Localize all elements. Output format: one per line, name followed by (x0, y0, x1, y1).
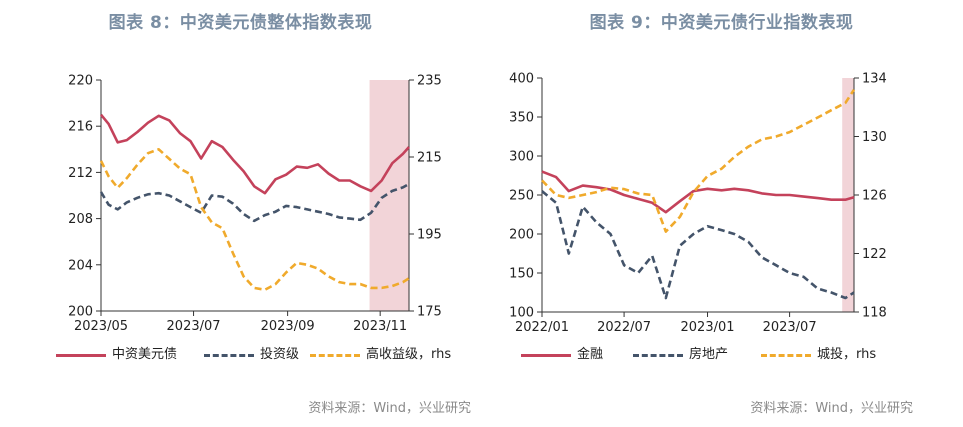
y-tick-label-left: 300 (509, 150, 534, 165)
y-tick-label-left: 400 (509, 72, 534, 87)
y-tick-label-left: 150 (509, 267, 534, 282)
chart-panel-overall: 图表 8：中资美元债整体指数表现 200 204 208 212 216 220 175 19… (0, 0, 481, 427)
series-line-2 (99, 148, 410, 292)
legend-label: 投资级 (260, 347, 300, 362)
y-tick-label-right: 134 (862, 72, 887, 87)
chart-legend: 金融 房地产 城投，rhs (521, 346, 941, 364)
y-tick-label-left: 212 (68, 166, 93, 181)
y-tick-label-left: 350 (509, 111, 534, 126)
legend-label: 城投，rhs (817, 347, 877, 362)
highlight-band (842, 78, 854, 312)
y-tick-label-right: 195 (417, 228, 442, 243)
series-line-0 (541, 170, 855, 214)
legend-label: 金融 (577, 347, 604, 362)
y-tick-label-right: 122 (862, 247, 887, 262)
line-chart-industry: 100 150 200 250 300 350 400 118 122 126 130 134 2022… (509, 72, 887, 336)
legend-label: 中资美元债 (112, 347, 178, 362)
line-chart-overall: 200 204 208 212 216 220 175 195 215 235 2023/05 202… (68, 74, 442, 335)
y-tick-label-left: 220 (68, 74, 93, 89)
y-tick-label-right: 215 (417, 151, 442, 166)
chart-title: 图表 9：中资美元债行业指数表现 (589, 13, 854, 33)
x-tick-label: 2023/11 (353, 319, 407, 334)
y-tick-label-right: 126 (862, 189, 887, 204)
y-tick-label-left: 250 (509, 189, 534, 204)
x-tick-label: 2022/07 (597, 320, 651, 335)
y-tick-label-left: 208 (68, 212, 93, 227)
highlight-band (369, 80, 409, 311)
x-tick-label: 2023/07 (763, 320, 817, 335)
legend-label: 高收益级，rhs (366, 347, 452, 362)
series-line-0 (99, 113, 410, 195)
chart-title: 图表 8：中资美元债整体指数表现 (108, 13, 373, 33)
x-tick-label: 2023/01 (681, 320, 735, 335)
series-line-1 (99, 182, 410, 223)
y-tick-label-left: 200 (68, 305, 93, 320)
y-tick-label-left: 100 (509, 306, 534, 321)
y-tick-label-right: 130 (862, 130, 887, 145)
y-tick-label-right: 118 (862, 306, 887, 321)
x-tick-label: 2022/01 (515, 320, 569, 335)
y-tick-label-right: 235 (417, 74, 442, 89)
series-line-2 (541, 88, 856, 233)
x-tick-label: 2023/05 (74, 319, 128, 334)
x-tick-label: 2023/07 (167, 319, 221, 334)
chart-legend: 中资美元债 投资级 高收益级，rhs (56, 346, 476, 364)
x-tick-label: 2023/09 (261, 319, 315, 334)
source-note: 资料来源：Wind，兴业研究 (750, 401, 913, 416)
y-tick-label-left: 216 (68, 120, 93, 135)
y-tick-label-right: 175 (417, 305, 442, 320)
legend-label: 房地产 (689, 347, 729, 362)
y-tick-label-left: 204 (68, 258, 93, 273)
y-tick-label-left: 200 (509, 228, 534, 243)
series-line-1 (541, 190, 855, 300)
source-note: 资料来源：Wind，兴业研究 (308, 401, 471, 416)
chart-panel-industry: 图表 9：中资美元债行业指数表现 100 150 200 250 300 350 400 11… (481, 0, 962, 427)
